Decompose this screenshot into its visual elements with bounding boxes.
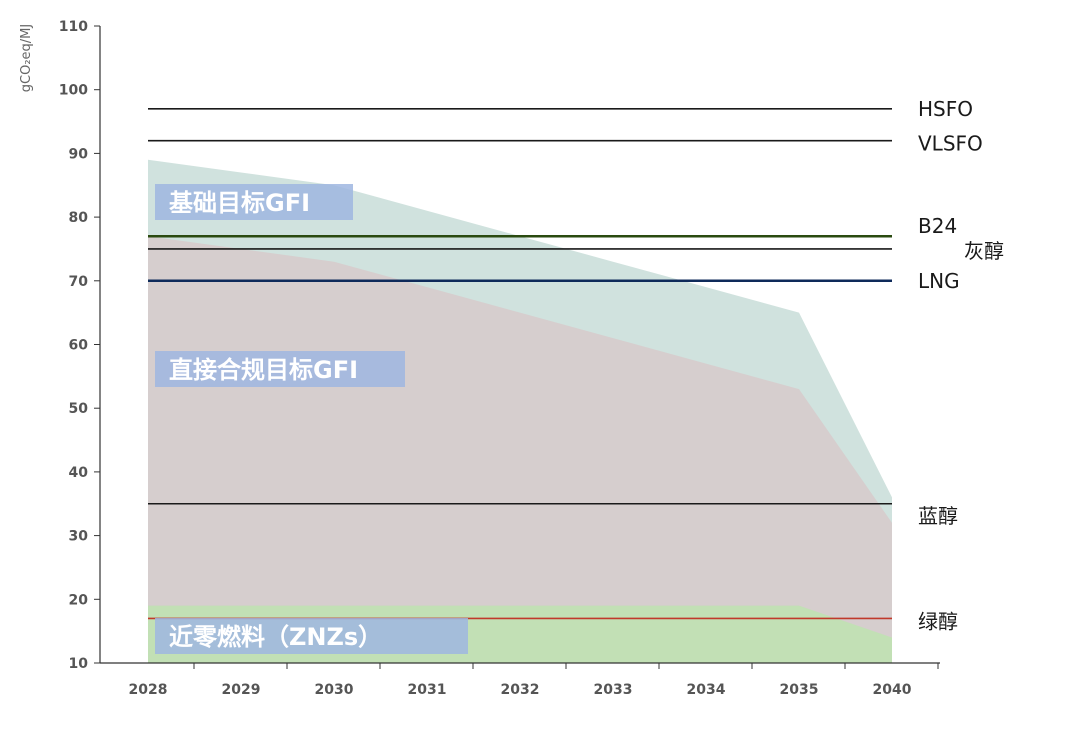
- x-tick-label: 2034: [687, 682, 726, 698]
- region-label-box-1: [155, 184, 353, 220]
- y-tick-label: 40: [69, 465, 89, 481]
- y-tick-label: 110: [59, 19, 88, 35]
- x-tick-label: 2030: [315, 682, 354, 698]
- x-tick-label: 2032: [501, 682, 540, 698]
- x-tick-label: 2028: [129, 682, 168, 698]
- ref-label-lng: LNG: [918, 269, 960, 293]
- y-axis-label: gCO₂eq/MJ: [19, 24, 34, 92]
- ref-label-green: 绿醇: [918, 609, 958, 633]
- region-label-1: 基础目标GFI: [169, 189, 310, 217]
- y-tick-label: 10: [69, 656, 89, 672]
- y-tick-label: 80: [69, 210, 89, 226]
- region-label-layer: 基础目标GFI 直接合规目标GFI 近零燃料（ZNZs）: [155, 184, 468, 654]
- ref-label-hsfo: HSFO: [918, 97, 973, 121]
- y-tick-label: 50: [69, 401, 89, 417]
- x-tick-label: 2040: [873, 682, 912, 698]
- x-tick-label: 2033: [594, 682, 633, 698]
- ref-label-blue: 蓝醇: [918, 504, 958, 528]
- y-tick-label: 90: [69, 146, 89, 162]
- region-label-3: 近零燃料（ZNZs）: [169, 623, 382, 651]
- ref-label-vlsfo: VLSFO: [918, 132, 983, 156]
- region-label-2: 直接合规目标GFI: [169, 356, 358, 384]
- ref-label-grey: 灰醇: [964, 239, 1004, 263]
- ref-label-b24: B24: [918, 214, 957, 238]
- y-tick-label: 30: [69, 529, 89, 545]
- y-tick-label: 20: [69, 592, 89, 608]
- region-label-box-2: [155, 351, 405, 387]
- y-tick-label: 70: [69, 274, 89, 290]
- x-tick-label: 2035: [780, 682, 819, 698]
- y-tick-label: 60: [69, 338, 89, 354]
- area-series-2: [148, 236, 892, 663]
- y-tick-label: 100: [59, 83, 88, 99]
- region-label-box-3: [155, 618, 468, 654]
- x-tick-label: 2031: [408, 682, 447, 698]
- x-tick-label: 2029: [222, 682, 261, 698]
